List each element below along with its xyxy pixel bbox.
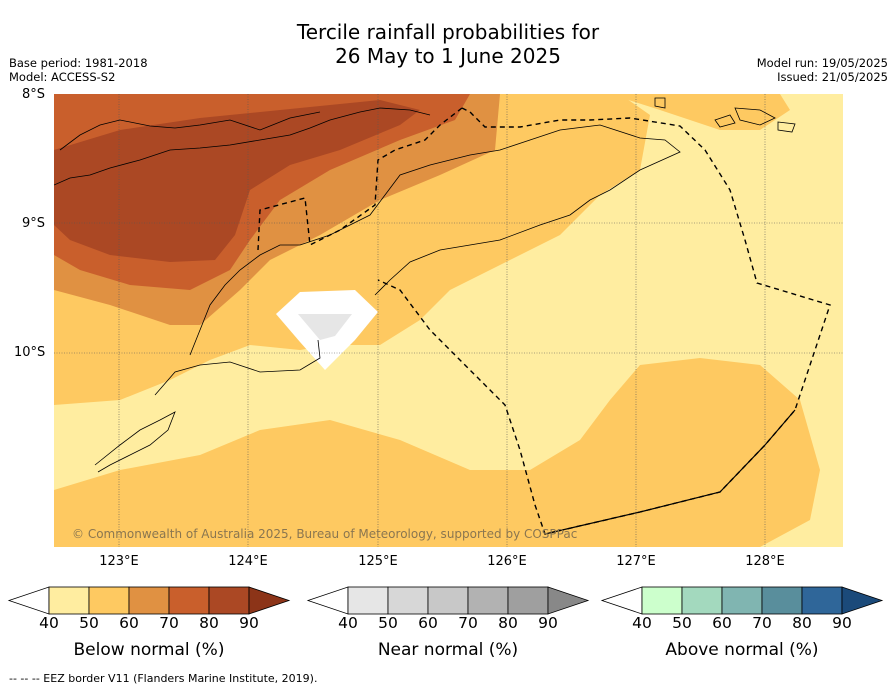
eez-legend: -- -- -- EEZ border V11 (Flanders Marine… <box>9 672 318 685</box>
base-period: Base period: 1981-2018 <box>9 56 148 70</box>
below-normal-colorbar-high-arrow <box>248 586 291 615</box>
above-normal-colorbar-tick: 40 <box>632 614 652 632</box>
title-line-2: 26 May to 1 June 2025 <box>335 44 561 68</box>
near-normal-colorbar-tick: 60 <box>418 614 438 632</box>
lat-label: 8°S <box>22 87 46 102</box>
near-normal-colorbar-tick: 50 <box>378 614 398 632</box>
below-normal-colorbar-tick: 70 <box>159 614 179 632</box>
above-normal-colorbar-tick: 50 <box>672 614 692 632</box>
map-title: Tercile rainfall probabilities for 26 Ma… <box>0 20 896 68</box>
lon-label: 126°E <box>487 554 527 569</box>
above-normal-colorbar-tick: 90 <box>832 614 852 632</box>
below-normal-colorbar-tick: 40 <box>39 614 59 632</box>
below-normal-colorbar-segment <box>48 586 90 615</box>
above-normal-colorbar-segment <box>681 586 723 615</box>
issued-date: Issued: 21/05/2025 <box>777 70 888 84</box>
above-normal-colorbar-tick: 70 <box>752 614 772 632</box>
above-normal-colorbar-segment <box>641 586 683 615</box>
title-line-1: Tercile rainfall probabilities for <box>296 20 600 44</box>
above-normal-colorbar-high-arrow <box>841 586 884 615</box>
above-normal-colorbar-label: Above normal (%) <box>665 640 819 660</box>
above-normal-colorbar-low-arrow <box>600 586 643 615</box>
above-normal-colorbar-segment <box>801 586 843 615</box>
below-normal-colorbar-tick: 90 <box>239 614 259 632</box>
model-name: Model: ACCESS-S2 <box>9 70 116 84</box>
near-normal-colorbar-segment <box>347 586 389 615</box>
below-normal-colorbar-tick: 60 <box>119 614 139 632</box>
below-normal-colorbar-low-arrow <box>7 586 50 615</box>
near-normal-colorbar-segment <box>387 586 429 615</box>
below-normal-colorbar-segment <box>128 586 170 615</box>
below-normal-colorbar-segment <box>168 586 210 615</box>
near-normal-colorbar-segment <box>427 586 469 615</box>
lat-label: 10°S <box>14 345 46 360</box>
near-normal-colorbar-segment <box>507 586 549 615</box>
below-normal-colorbar-tick: 80 <box>199 614 219 632</box>
colorbars <box>7 586 884 615</box>
above-normal-colorbar-segment <box>761 586 803 615</box>
above-normal-colorbar-tick: 80 <box>792 614 812 632</box>
meta-right: Model run: 19/05/2025 Issued: 21/05/2025 <box>757 56 888 84</box>
meta-left: Base period: 1981-2018 Model: ACCESS-S2 <box>9 56 148 84</box>
eez-border <box>257 107 831 535</box>
below-normal-colorbar-label: Below normal (%) <box>73 640 225 660</box>
below-normal-colorbar-segment <box>208 586 250 615</box>
near-normal-colorbar-tick: 90 <box>538 614 558 632</box>
below-normal-colorbar-segment <box>88 586 130 615</box>
lon-label: 127°E <box>616 554 656 569</box>
near-normal-colorbar-low-arrow <box>306 586 349 615</box>
below-normal-80-90-region <box>54 100 420 262</box>
below-normal-colorbar-tick: 50 <box>79 614 99 632</box>
copyright-text: © Commonwealth of Australia 2025, Bureau… <box>72 527 577 541</box>
lat-label: 9°S <box>22 216 46 231</box>
lon-label: 128°E <box>745 554 785 569</box>
lon-label: 125°E <box>358 554 398 569</box>
above-normal-colorbar-segment <box>721 586 763 615</box>
near-normal-colorbar-high-arrow <box>547 586 590 615</box>
near-normal-colorbar-tick: 40 <box>338 614 358 632</box>
coastlines <box>54 97 796 473</box>
near-normal-colorbar-tick: 70 <box>458 614 478 632</box>
above-normal-colorbar-tick: 60 <box>712 614 732 632</box>
near-normal-colorbar-segment <box>467 586 509 615</box>
lon-label: 123°E <box>99 554 139 569</box>
probability-field: © Commonwealth of Australia 2025, Bureau… <box>54 94 843 547</box>
near-normal-colorbar-tick: 80 <box>498 614 518 632</box>
model-run: Model run: 19/05/2025 <box>756 56 888 70</box>
near-normal-colorbar-label: Near normal (%) <box>377 640 519 660</box>
lon-label: 124°E <box>228 554 268 569</box>
